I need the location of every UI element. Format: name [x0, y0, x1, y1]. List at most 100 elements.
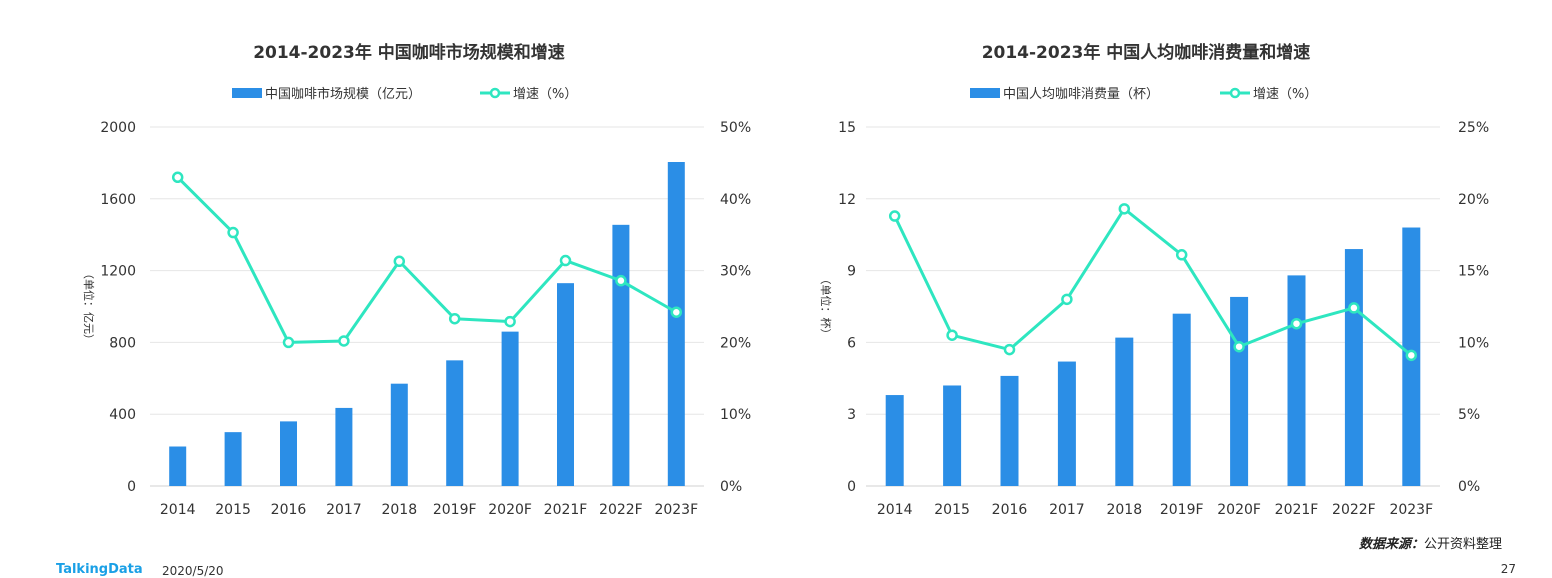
- line-point: [615, 274, 627, 287]
- y-tick-label: 0: [847, 479, 856, 495]
- bar: [667, 162, 685, 486]
- x-tick-label: 2018: [1106, 502, 1142, 518]
- y2-tick-label: 50%: [720, 120, 751, 136]
- x-tick-label: 2022F: [599, 502, 643, 518]
- y-axis-title: （单位：杯）: [819, 274, 833, 340]
- data-source: 数据来源：公开资料整理: [1359, 533, 1502, 552]
- bar: [1172, 313, 1191, 486]
- y2-tick-label: 0%: [720, 479, 742, 495]
- x-tick-label: 2023F: [654, 502, 698, 518]
- line-point: [1233, 340, 1245, 353]
- bar: [557, 283, 574, 486]
- growth-line: [893, 207, 1413, 357]
- bar: [1287, 275, 1306, 486]
- legend-bar-label: 中国咖啡市场规模（亿元）: [265, 86, 421, 102]
- y2-tick-label: 40%: [720, 192, 751, 208]
- y2-tick-label: 20%: [1458, 192, 1489, 208]
- bar: [1000, 375, 1019, 486]
- page-number: 27: [1500, 562, 1516, 576]
- bar: [224, 432, 242, 486]
- legend-bar-swatch: [970, 88, 1000, 98]
- x-tick-label: 2021F: [544, 502, 588, 518]
- x-tick-label: 2016: [271, 502, 307, 518]
- bar: [335, 407, 353, 486]
- bar: [1344, 249, 1363, 486]
- y-tick-label: 1600: [100, 192, 136, 208]
- y-tick-label: 15: [838, 120, 856, 136]
- line-point: [1348, 302, 1360, 314]
- x-tick-label: 2018: [381, 502, 417, 518]
- y-tick-label: 2000: [100, 120, 136, 136]
- bar: [943, 385, 962, 486]
- y-tick-label: 6: [847, 335, 856, 351]
- legend-bar-label: 中国人均咖啡消费量（杯）: [1003, 87, 1159, 102]
- line-point: [1003, 343, 1016, 356]
- y2-tick-label: 15%: [1458, 264, 1489, 280]
- bar: [280, 421, 297, 486]
- x-tick-label: 2014: [160, 502, 196, 518]
- x-tick-label: 2020F: [488, 502, 532, 518]
- source-label: 数据来源：: [1358, 537, 1424, 552]
- legend-line-label: 增速（%）: [1253, 87, 1317, 102]
- x-tick-label: 2017: [326, 502, 362, 518]
- line-point: [1290, 317, 1303, 330]
- x-tick-label: 2015: [215, 502, 251, 518]
- line-point: [338, 335, 350, 347]
- y2-tick-label: 0%: [1458, 479, 1480, 495]
- legend-line-marker: [489, 87, 501, 99]
- bar: [169, 446, 187, 486]
- y2-tick-label: 10%: [720, 407, 751, 423]
- line-point: [227, 226, 239, 239]
- brand-logo: TalkingData: [56, 562, 143, 577]
- y2-tick-label: 20%: [720, 335, 751, 351]
- y-tick-label: 800: [109, 335, 136, 351]
- y-tick-label: 0: [127, 479, 136, 495]
- x-tick-label: 2015: [934, 502, 970, 518]
- x-tick-label: 2023F: [1389, 502, 1433, 518]
- x-tick-label: 2022F: [1332, 502, 1376, 518]
- line-point: [888, 210, 901, 222]
- y-tick-label: 3: [847, 407, 856, 423]
- y2-tick-label: 5%: [1458, 407, 1480, 423]
- bar: [612, 224, 630, 486]
- y-tick-label: 9: [847, 264, 856, 280]
- bar: [501, 331, 519, 486]
- y2-tick-label: 30%: [720, 264, 751, 280]
- bar: [1115, 337, 1134, 486]
- line-point: [1405, 349, 1418, 362]
- legend-line-marker: [1229, 87, 1241, 99]
- bar: [390, 383, 408, 486]
- bar: [1230, 296, 1249, 486]
- line-point: [448, 312, 461, 325]
- line-point: [1061, 293, 1073, 306]
- chart-title: 2014-2023年 中国人均咖啡消费量和增速: [982, 42, 1311, 63]
- line-point: [559, 254, 572, 267]
- y-tick-label: 12: [838, 192, 856, 208]
- line-point: [282, 336, 295, 349]
- x-tick-label: 2019F: [433, 502, 477, 518]
- bar: [885, 395, 904, 486]
- x-tick-label: 2016: [992, 502, 1028, 518]
- report-date: 2020/5/20: [162, 564, 224, 578]
- x-tick-label: 2020F: [1217, 502, 1261, 518]
- x-tick-label: 2019F: [1160, 502, 1204, 518]
- line-point: [946, 329, 958, 341]
- legend-line-label: 增速（%）: [513, 87, 577, 102]
- x-tick-label: 2014: [877, 502, 913, 518]
- y-tick-label: 400: [109, 407, 136, 423]
- bar: [1057, 361, 1076, 486]
- y-axis-title: （单位：亿元）: [82, 268, 96, 345]
- y-tick-label: 1200: [100, 264, 136, 280]
- line-point: [670, 306, 683, 318]
- y2-tick-label: 10%: [1458, 335, 1489, 351]
- line-point: [1175, 249, 1188, 261]
- legend-bar-swatch: [232, 88, 262, 98]
- line-point: [1118, 203, 1131, 215]
- bar: [446, 360, 464, 486]
- line-point: [504, 315, 516, 328]
- line-point: [171, 171, 184, 184]
- x-tick-label: 2021F: [1275, 502, 1319, 518]
- growth-line: [176, 176, 678, 344]
